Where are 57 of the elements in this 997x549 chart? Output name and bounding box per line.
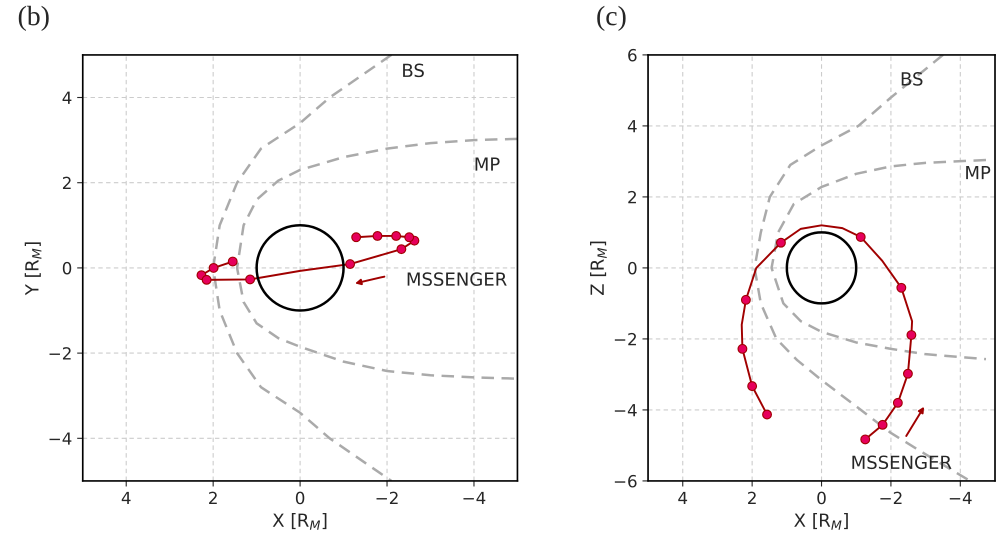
point (878, 420, 888, 430)
point (345, 259, 356, 270)
point (391, 231, 402, 241)
point (228, 256, 238, 266)
x-tick-label: −2 (376, 492, 398, 504)
point (740, 294, 751, 305)
y-tick-label: 0 (62, 262, 72, 274)
y-tick-label: −2 (614, 332, 636, 346)
point (372, 231, 382, 241)
x-tick-label: 4 (678, 492, 688, 504)
x-axis-title: X [R$_{M}$] (272, 513, 326, 530)
point (906, 330, 916, 340)
y-tick-label: −4 (50, 432, 72, 445)
line-series (236, 138, 518, 380)
annotation: MSSENGER (852, 455, 952, 470)
y-tick-label: 4 (628, 120, 637, 132)
point (208, 262, 219, 273)
x-tick-label: 4 (122, 492, 131, 504)
point (396, 244, 406, 254)
y-tick-label: 4 (62, 92, 72, 104)
point (860, 434, 870, 444)
y-tick-label: −6 (614, 474, 637, 488)
point (896, 282, 906, 293)
chart-title: (c) (597, 6, 626, 31)
point (902, 368, 913, 379)
x-tick-label: −2 (880, 492, 902, 504)
annotation: BS (902, 72, 922, 86)
y-tick-label: 2 (62, 176, 71, 190)
x-tick-label: 2 (209, 492, 217, 504)
annotation: MP (476, 157, 500, 171)
x-tick-label: 0 (296, 492, 304, 504)
x-axis-title: X [R$_{M}$] (794, 513, 848, 530)
point (747, 381, 758, 392)
y-tick-label: −4 (614, 404, 637, 416)
y-axis-title: Y [R$_{M}$] (24, 242, 42, 296)
point (856, 232, 866, 242)
y-axis-title: Z [R$_{M}$] (590, 242, 607, 295)
point (776, 238, 786, 248)
y-tick-label: 0 (628, 262, 637, 274)
x-tick-label: −4 (463, 492, 486, 504)
point (404, 232, 414, 242)
point (892, 398, 903, 408)
x-tick-label: 2 (748, 492, 756, 504)
annotation: MP (966, 166, 990, 180)
x-tick-label: −4 (950, 492, 972, 504)
point (351, 232, 362, 242)
y-tick-label: −2 (50, 347, 71, 360)
point (202, 274, 212, 285)
annotation: BS (403, 64, 424, 78)
chart-title: (b) (18, 6, 49, 31)
y-tick-label: 2 (628, 190, 636, 204)
annotation: MSSENGER (408, 272, 507, 286)
y-tick-label: 6 (628, 48, 637, 62)
point (245, 274, 256, 284)
point (737, 344, 748, 354)
x-tick-label: 0 (817, 492, 826, 504)
point (762, 410, 772, 420)
